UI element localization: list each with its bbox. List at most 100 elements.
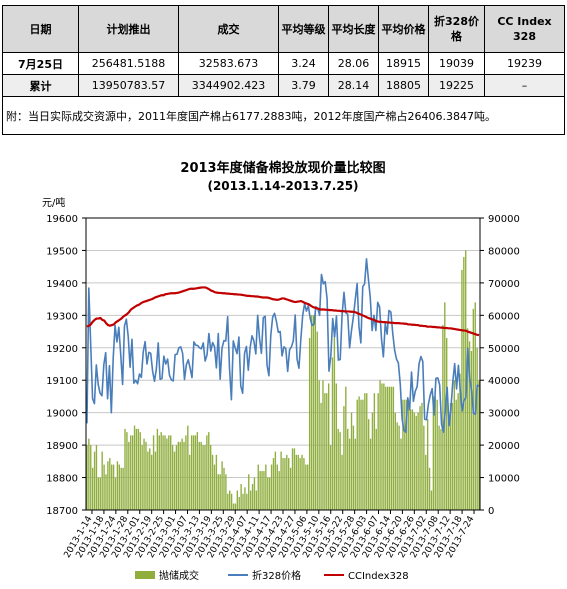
bar-volume [308,338,311,510]
header-cell: 计划推出 [78,5,179,53]
bar-volume [189,454,191,510]
bar-volume [166,438,168,510]
bar-volume [451,402,454,510]
price-volume-chart: 2013年度储备棉投放现价量比较图 (2013.1.14-2013.7.25) … [42,160,520,582]
y-tick-label-left: 19500 [46,246,78,257]
bar-volume [90,445,92,510]
bar-volume [284,458,286,510]
header-cell: CC Index 328 [484,5,565,53]
bar-volume [455,399,457,510]
bar-volume [373,393,376,510]
bar-volume [111,464,113,510]
bar-volume [141,445,143,510]
bar-volume [307,464,309,510]
bar-volume [375,428,377,510]
bar-volume [413,412,416,510]
bar-volume [149,448,151,510]
bar-volume [248,474,250,510]
bar-volume [434,396,436,510]
bar-volume [187,425,189,510]
bar-volume [446,338,448,510]
bar-volume [183,441,185,510]
bar-volume [322,380,324,510]
bar-volume [390,386,393,510]
bar-volume [240,484,242,510]
bar-volume [173,451,176,510]
y-tick-label-left: 18700 [46,506,78,517]
bar-volume [297,454,299,510]
header-cell: 平均长度 [328,5,379,53]
bar-volume [276,464,278,510]
bar-volume [449,402,452,510]
bar-volume [371,412,374,510]
bar-volume [303,458,305,510]
bar-volume [457,393,459,510]
line-ccindex328 [86,286,480,337]
bar-volume [112,464,115,510]
bar-volume [101,451,103,510]
bar-volume [103,464,105,510]
chart-title: 2013年度储备棉投放现价量比较图 [180,160,385,176]
bar-volume [335,383,337,510]
bar-volume [206,435,208,510]
bar-volume [377,393,379,510]
table-note-row: 附：当日实际成交资源中，2011年度国产棉占6177.2883吨，2012年度国… [2,96,565,135]
bar-volume [392,386,395,510]
y-tick-label-right: 50000 [488,344,520,355]
y-axis-left-label: 元/吨 [42,196,65,209]
line-series [86,258,480,433]
y-tick-label-right: 40000 [488,376,520,387]
table-note: 附：当日实际成交资源中，2011年度国产棉占6177.2883吨，2012年度国… [2,96,565,135]
bar-volume [267,477,269,510]
bar-volume [170,435,172,510]
bar-volume [411,409,414,510]
legend: 抛储成交 折328价格 CCIndex328 [135,569,409,582]
bar-volume [118,464,120,510]
bar-volume [478,380,480,510]
bar-volume [95,445,98,510]
y-tick-label-left: 19100 [46,376,78,387]
bar-volume [369,438,372,510]
y-axis-left: 18700 18800 18900 19000 19100 19200 19300 19400… [46,214,86,517]
bar-volume [116,461,119,510]
bar-volume [160,432,162,510]
bar-volume [299,458,301,510]
bar-volume [345,386,347,510]
table-cell: 19239 [484,52,565,75]
header-cell: 日期 [2,5,79,53]
bar-volume [198,441,200,510]
bar-volume [318,380,320,510]
bar-volume [270,464,273,510]
bar-volume [394,412,396,510]
legend-swatch-volume [135,571,155,579]
chart-subtitle: (2013.1.14-2013.7.25) [207,179,358,193]
bar-volume [367,419,370,510]
bar-volume [168,435,170,510]
bar-volume [470,351,473,510]
bar-volume [255,490,258,510]
bar-volume [333,334,336,510]
table-cell: 19225 [428,74,485,97]
bar-volume [329,445,332,510]
bar-volume [289,467,292,510]
bar-volume [430,490,433,510]
bar-volume [381,383,383,510]
bar-volume [177,441,179,510]
bar-volume [150,454,153,510]
bar-volume [200,441,202,510]
bar-volume [217,474,219,510]
bar-volume [221,461,223,510]
bar-volume [131,435,134,510]
table-cell: 3.24 [278,52,329,75]
bar-volume [181,438,183,510]
bar-volume [341,454,343,510]
bar-volume [293,448,296,510]
bar-volume [360,399,362,510]
bar-volume [366,393,368,510]
bar-volume [253,477,256,510]
bar-volume [225,474,227,510]
bar-volume [274,451,277,510]
header-cell: 成交 [178,5,279,53]
bar-volume [352,425,355,510]
table-cell: 18805 [378,74,429,97]
